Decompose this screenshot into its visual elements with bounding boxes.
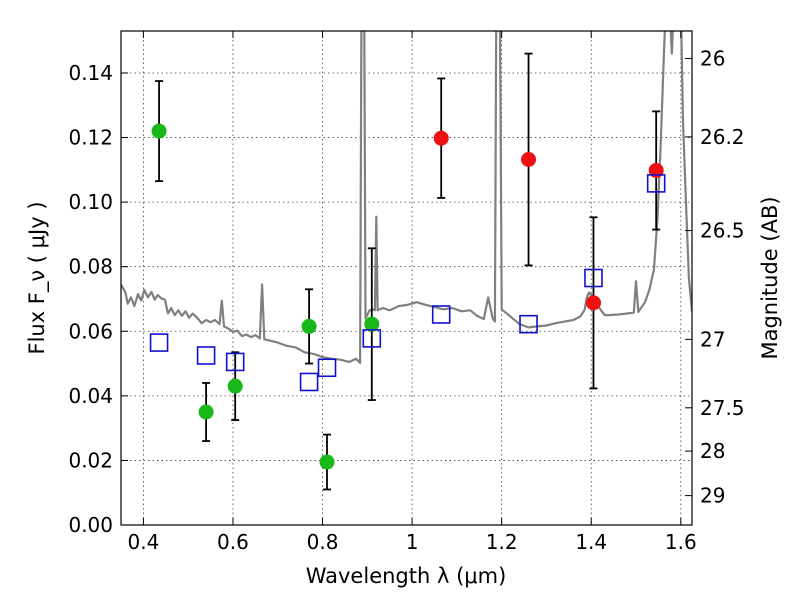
model-photometry-square [317,358,337,378]
y-tick-label: 0.00 [68,513,113,537]
x-tick-label: 0.6 [217,530,249,554]
x-tick-label: 1.2 [486,530,518,554]
x-tick-label: 1.4 [575,530,607,554]
observed-flux-point [319,454,335,470]
y-tick-label: 0.06 [68,319,113,343]
model-photometry-square [225,352,245,372]
y-tick-label: 0.08 [68,255,113,279]
model-photometry-square [431,305,451,324]
x-tick-label: 0.4 [127,530,159,554]
y2-tick-label: 29 [700,484,725,508]
observed-flux-point [301,318,317,334]
model-photometry-square [196,346,216,365]
observed-flux-point [151,123,167,139]
observed-flux-point [198,404,214,420]
x-axis-label: Wavelength λ (μm) [306,564,507,588]
y2-axis-label: Magnitude (AB) [758,196,782,359]
y-axis-label: Flux F_ν ( μJy ) [25,201,50,354]
y-tick-label: 0.04 [68,384,113,408]
y-tick-label: 0.02 [68,448,113,472]
observed-flux-point [521,152,537,168]
observed-flux-point [648,162,664,178]
observed-flux-point [585,295,601,311]
x-tick-label: 1 [406,530,419,554]
observed-flux-point [227,378,243,394]
model-photometry-square [149,333,169,352]
model-photometry-square [362,329,382,348]
observed-flux-point [364,316,380,332]
y-tick-label: 0.10 [68,190,113,214]
axis-ticks: 0.4 0.6 0.8 1 1.2 1.4 1.6 0.00 0.02 0.04 0.06 0.08 0… [68,31,745,554]
plot-frame [120,30,693,526]
y2-tick-label: 26 [700,46,725,70]
model-photometry-square [646,174,666,193]
y-tick-label: 0.12 [68,126,113,150]
y2-tick-label: 26.2 [700,125,745,149]
y2-tick-label: 26.5 [700,219,745,243]
model-photometry-square [519,314,538,334]
x-tick-label: 1.6 [665,530,697,554]
model-spectrum-layer [121,31,692,364]
x-tick-label: 0.8 [307,530,339,554]
y2-tick-label: 27.5 [700,396,745,420]
model-spectrum-line [121,31,692,364]
y2-tick-label: 28 [700,439,725,463]
observed-flux-point [433,130,449,146]
y-tick-label: 0.14 [68,61,113,85]
y2-tick-label: 27 [700,327,725,351]
plot-background [121,31,692,525]
model-photometry-square [584,268,603,288]
model-photometry-square [299,372,319,392]
data-marks-layer [149,52,666,491]
